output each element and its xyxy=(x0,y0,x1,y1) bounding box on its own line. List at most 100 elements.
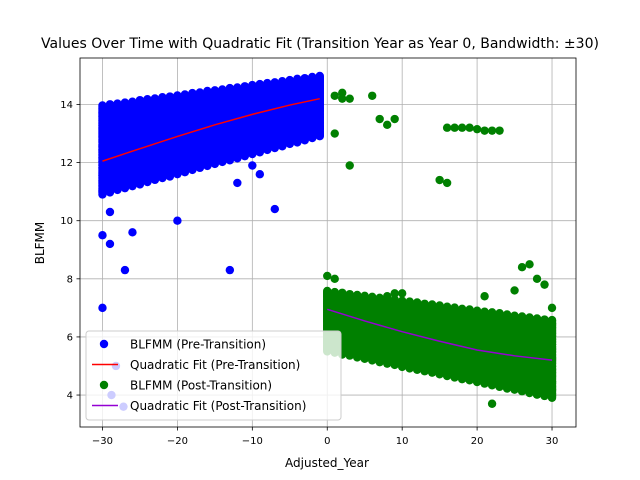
scatter-point xyxy=(225,265,235,275)
x-tick-label: −10 xyxy=(242,436,263,447)
scatter-point xyxy=(98,303,107,313)
y-tick-label: 6 xyxy=(67,332,73,343)
scatter-point xyxy=(397,296,407,305)
scatter-point xyxy=(510,286,519,295)
scatter-point xyxy=(510,311,519,320)
scatter-point xyxy=(165,92,175,101)
scatter-point xyxy=(547,303,557,313)
x-tick-label: 0 xyxy=(324,436,330,447)
scatter-point xyxy=(248,161,257,170)
scatter-point xyxy=(487,126,497,135)
scatter-point xyxy=(390,289,399,298)
scatter-point xyxy=(195,88,205,97)
legend-label: BLFMM (Pre-Transition) xyxy=(130,338,266,352)
scatter-point xyxy=(450,123,459,132)
scatter-point xyxy=(353,290,362,300)
scatter-point xyxy=(390,114,399,124)
scatter-point xyxy=(382,120,392,130)
scatter-point xyxy=(270,78,280,87)
scatter-point xyxy=(397,289,407,298)
scatter-point xyxy=(345,161,354,170)
scatter-point xyxy=(480,126,489,135)
legend: BLFMM (Pre-Transition) Quadratic Fit (Pre… xyxy=(85,330,342,421)
scatter-point xyxy=(330,287,339,297)
scatter-point xyxy=(98,231,107,240)
scatter-point xyxy=(233,178,242,188)
scatter-point xyxy=(323,286,332,296)
scatter-point xyxy=(293,74,302,84)
scatter-point xyxy=(435,301,444,310)
legend-label: BLFMM (Post-Transition) xyxy=(130,379,272,393)
scatter-point xyxy=(315,71,324,81)
scatter-point xyxy=(338,94,347,103)
scatter-point xyxy=(450,303,459,312)
legend-marker xyxy=(99,380,109,390)
scatter-point xyxy=(457,123,467,132)
scatter-point xyxy=(368,91,377,100)
scatter-point xyxy=(120,98,130,107)
scatter-point xyxy=(472,306,482,315)
scatter-point xyxy=(420,299,429,308)
scatter-point xyxy=(532,274,542,284)
scatter-point xyxy=(532,314,542,323)
scatter-point xyxy=(487,399,497,408)
scatter-point xyxy=(360,291,369,301)
scatter-point xyxy=(427,300,437,309)
legend-marker xyxy=(99,339,109,349)
scatter-point xyxy=(540,315,549,324)
scatter-point xyxy=(143,94,152,104)
scatter-point xyxy=(382,292,392,301)
scatter-point xyxy=(135,95,145,105)
scatter-point xyxy=(98,101,107,110)
scatter-point xyxy=(405,297,414,306)
y-tick-label: 10 xyxy=(60,216,73,227)
x-tick-label: 30 xyxy=(546,436,559,447)
axes: −30 −20 −10 0 10 20 30 4 6 8 10 12 14 xyxy=(60,57,577,447)
scatter-point xyxy=(487,308,497,317)
scatter-point xyxy=(248,80,257,90)
scatter-point xyxy=(173,91,182,100)
scatter-point xyxy=(278,77,287,86)
scatter-point xyxy=(368,292,377,302)
scatter-point xyxy=(547,315,557,325)
legend-box xyxy=(85,330,342,421)
scatter-point xyxy=(465,305,474,314)
scatter-point xyxy=(480,307,489,316)
scatter-point xyxy=(188,88,197,98)
scatter-point xyxy=(173,216,182,225)
y-tick-label: 8 xyxy=(67,274,73,285)
scatter-point xyxy=(270,204,280,214)
scatter-point xyxy=(517,312,527,321)
axes-frame xyxy=(79,57,577,428)
scatter-point xyxy=(330,129,339,138)
scatter-point xyxy=(345,94,354,103)
scatter-point xyxy=(218,85,227,94)
scatter-point xyxy=(203,86,212,96)
scatter-point xyxy=(105,239,115,249)
scatter-point xyxy=(128,228,137,237)
legend-label: Quadratic Fit (Post-Transition) xyxy=(130,399,306,413)
scatter-point xyxy=(442,302,452,311)
scatter-point xyxy=(233,83,242,92)
scatter-point xyxy=(210,86,220,95)
scatter-point xyxy=(300,73,309,83)
y-axis-label: BLFMM xyxy=(33,222,47,265)
scatter-point xyxy=(113,99,122,108)
scatter-point xyxy=(442,123,452,132)
scatter-point xyxy=(390,295,399,304)
fit-line xyxy=(102,97,320,162)
scatter-point xyxy=(240,82,250,91)
x-tick-label: −30 xyxy=(92,436,113,447)
scatter-point xyxy=(150,94,160,103)
scatter-point xyxy=(495,309,504,318)
scatter-point xyxy=(255,170,265,179)
y-tick-label: 4 xyxy=(67,391,73,402)
scatter-point xyxy=(525,313,534,322)
scatter-point xyxy=(338,288,347,297)
scatter-point xyxy=(323,271,332,281)
scatter-point xyxy=(338,88,347,98)
x-axis-label: Adjusted_Year xyxy=(285,456,369,470)
y-tick-label: 12 xyxy=(60,158,73,169)
scatter-point xyxy=(495,126,504,135)
scatter-point xyxy=(330,91,339,100)
